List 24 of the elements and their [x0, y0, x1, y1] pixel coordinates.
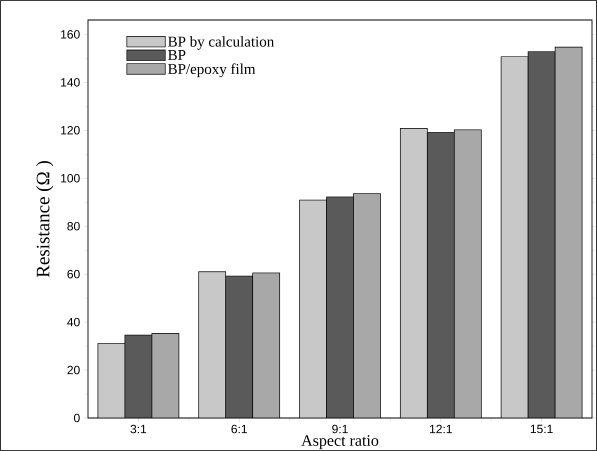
- y-tick-label: 140: [61, 78, 80, 87]
- bar: [252, 272, 280, 418]
- y-tick-label: 80: [67, 222, 80, 230]
- x-axis-title: Aspect ratio: [301, 435, 378, 450]
- legend-label: BP by calculation: [168, 36, 274, 50]
- y-tick-label: 160: [61, 30, 80, 39]
- x-tick-label: 15:1: [530, 424, 553, 434]
- y-tick-label: 20: [67, 366, 80, 374]
- x-tick-label: 9:1: [332, 424, 348, 434]
- bar: [554, 46, 582, 418]
- bar: [454, 129, 482, 418]
- y-tick-label: 120: [61, 126, 80, 135]
- legend-label: BP/epoxy film: [168, 63, 256, 78]
- legend-label: BP: [168, 50, 186, 60]
- y-tick-label: 60: [67, 270, 80, 278]
- y-tick-label: 40: [67, 318, 80, 326]
- y-tick-label: 0: [74, 414, 80, 422]
- y-tick-label: 100: [61, 174, 80, 182]
- x-tick-label: 12:1: [430, 424, 452, 434]
- y-axis-title: Resistance (Ω ): [36, 161, 54, 278]
- bar: [152, 333, 180, 418]
- x-tick-label: 6:1: [231, 424, 247, 434]
- x-tick-label: 3:1: [130, 424, 146, 434]
- bar: [353, 193, 381, 418]
